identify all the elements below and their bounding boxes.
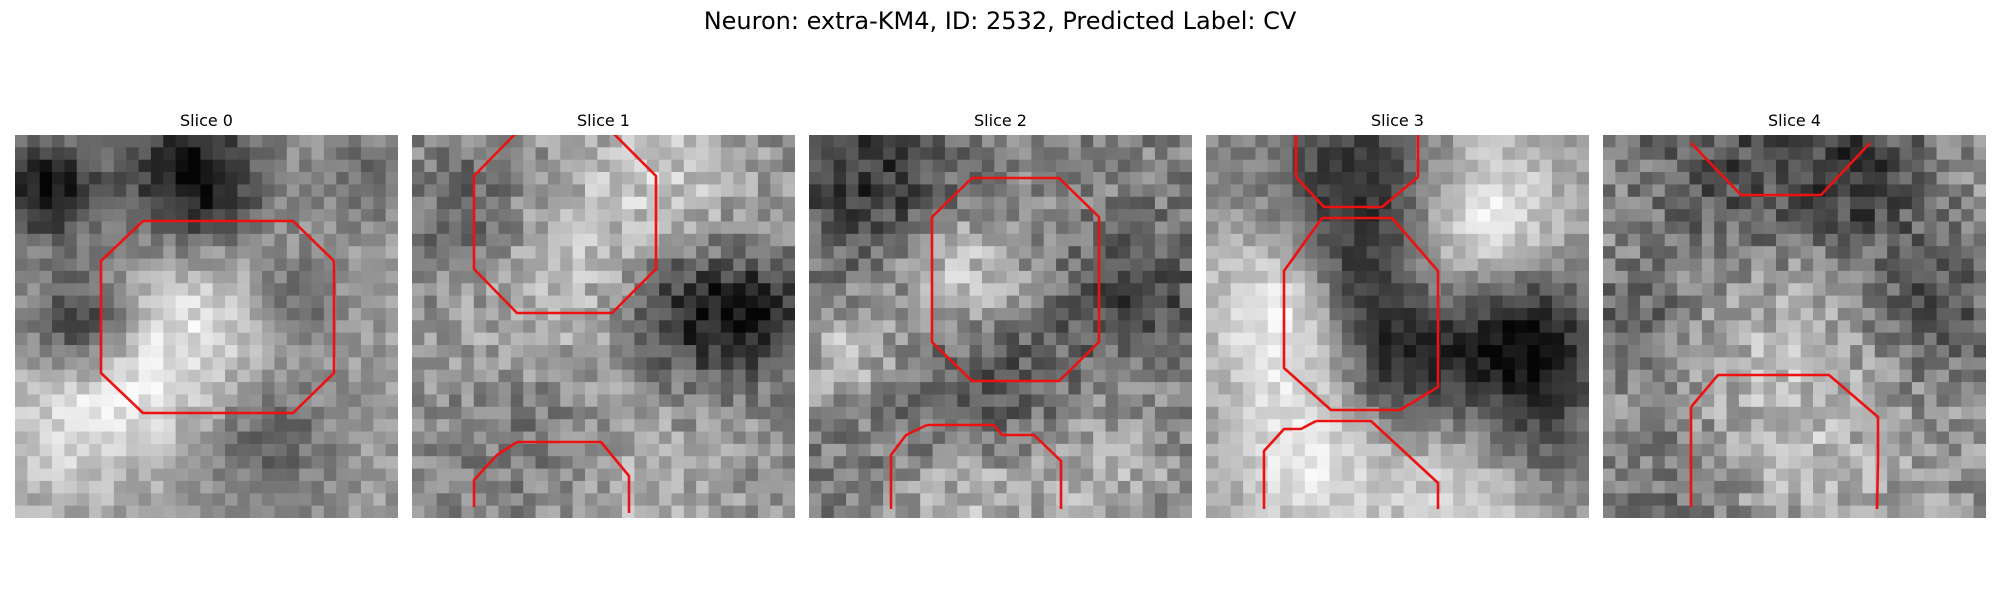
contour-line xyxy=(472,135,658,315)
slice-image-2 xyxy=(809,135,1192,518)
slice-title-3: Slice 3 xyxy=(1371,111,1424,130)
slice-image-1 xyxy=(412,135,795,518)
slice-image-0 xyxy=(15,135,398,518)
slice-panel-3: Slice 3 xyxy=(1206,110,1589,518)
slice-title-4: Slice 4 xyxy=(1768,111,1821,130)
slice-image-4 xyxy=(1603,135,1986,518)
contour-line xyxy=(1295,135,1420,209)
slice-panel-1: Slice 1 xyxy=(412,110,795,518)
contour-line xyxy=(517,440,631,513)
contour-line xyxy=(927,423,1063,509)
contour-line xyxy=(1316,419,1440,509)
slice-title-2: Slice 2 xyxy=(974,111,1027,130)
contour-line xyxy=(1282,216,1440,412)
slice-panel-0: Slice 0 xyxy=(15,110,398,518)
slice-image-3 xyxy=(1206,135,1589,518)
contour-line xyxy=(1690,373,1880,510)
contour-line xyxy=(1690,142,1871,197)
slice-title-0: Slice 0 xyxy=(180,111,233,130)
slice-title-1: Slice 1 xyxy=(577,111,630,130)
slice-panel-2: Slice 2 xyxy=(809,110,1192,518)
contour-line xyxy=(930,176,1101,383)
contour-line xyxy=(889,423,928,509)
figure-title: Neuron: extra-KM4, ID: 2532, Predicted L… xyxy=(703,7,1297,35)
slice-panel-4: Slice 4 xyxy=(1603,110,1986,518)
contour-line xyxy=(472,440,518,507)
contour-line xyxy=(99,219,336,415)
contour-line xyxy=(1262,419,1317,509)
